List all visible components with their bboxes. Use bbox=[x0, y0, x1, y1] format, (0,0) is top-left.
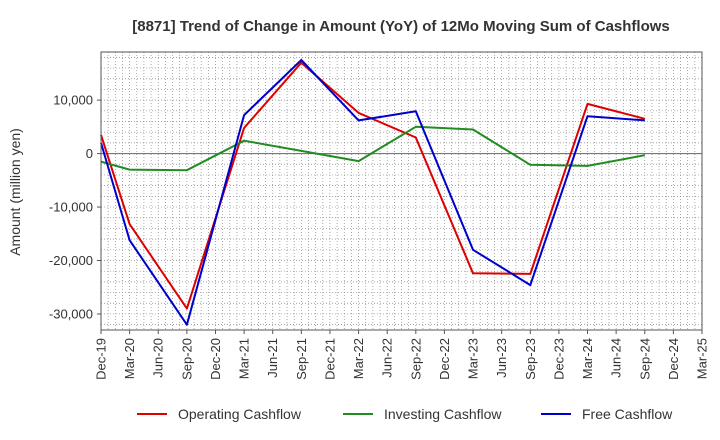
x-tick-label: Mar-22 bbox=[351, 338, 366, 379]
chart-title: [8871] Trend of Change in Amount (YoY) o… bbox=[132, 18, 670, 35]
x-tick-label: Dec-24 bbox=[666, 338, 681, 380]
series-line-free-cashflow bbox=[100, 59, 645, 326]
x-tick-label: Mar-25 bbox=[695, 338, 710, 379]
plot-grid bbox=[100, 52, 703, 330]
x-tick-label: Mar-20 bbox=[122, 338, 137, 379]
x-tick-label: Jun-24 bbox=[609, 338, 624, 378]
x-tick-label: Dec-21 bbox=[322, 338, 337, 380]
x-tick-label: Dec-22 bbox=[437, 338, 452, 380]
y-tick-label: -20,000 bbox=[49, 253, 93, 268]
y-axis-ticks: 10,000 0 -10,000 -20,000 -30,000 bbox=[49, 93, 101, 321]
legend-label-free-cashflow: Free Cashflow bbox=[582, 406, 673, 422]
x-tick-label: Mar-23 bbox=[466, 338, 481, 379]
x-tick-label: Dec-23 bbox=[551, 338, 566, 380]
x-tick-label: Dec-20 bbox=[208, 338, 223, 380]
x-tick-label: Sep-21 bbox=[294, 338, 309, 380]
x-tick-label: Sep-22 bbox=[408, 338, 423, 380]
x-tick-label: Mar-21 bbox=[237, 338, 252, 379]
x-tick-label: Sep-20 bbox=[179, 338, 194, 380]
series-line-operating-cashflow bbox=[100, 61, 646, 310]
x-tick-label: Jun-20 bbox=[151, 338, 166, 378]
x-tick-label: Sep-23 bbox=[523, 338, 538, 380]
plot-frame bbox=[100, 51, 703, 331]
legend-label-investing-cashflow: Investing Cashflow bbox=[384, 406, 502, 422]
series-line-investing-cashflow bbox=[100, 125, 645, 172]
x-tick-label: Dec-19 bbox=[94, 338, 109, 380]
x-tick-label: Jun-21 bbox=[265, 338, 280, 378]
x-tick-label: Mar-24 bbox=[580, 338, 595, 379]
x-tick-label: Sep-24 bbox=[637, 338, 652, 380]
legend-label-operating-cashflow: Operating Cashflow bbox=[178, 406, 302, 422]
y-tick-label: -30,000 bbox=[49, 306, 93, 321]
x-tick-label: Jun-23 bbox=[494, 338, 509, 378]
y-axis-label: Amount (million yen) bbox=[7, 128, 23, 256]
x-axis-ticks: Dec-19 Mar-20 Jun-20 Sep-20 Dec-20 Mar-21 Jun-… bbox=[94, 330, 710, 380]
legend: Operating Cashflow Investing Cashflow Free… bbox=[137, 406, 673, 422]
x-tick-label: Jun-22 bbox=[380, 338, 395, 378]
y-tick-label: 10,000 bbox=[53, 93, 93, 108]
y-tick-label: 0 bbox=[86, 146, 93, 161]
y-tick-label: -10,000 bbox=[49, 200, 93, 215]
series-lines bbox=[100, 59, 646, 326]
